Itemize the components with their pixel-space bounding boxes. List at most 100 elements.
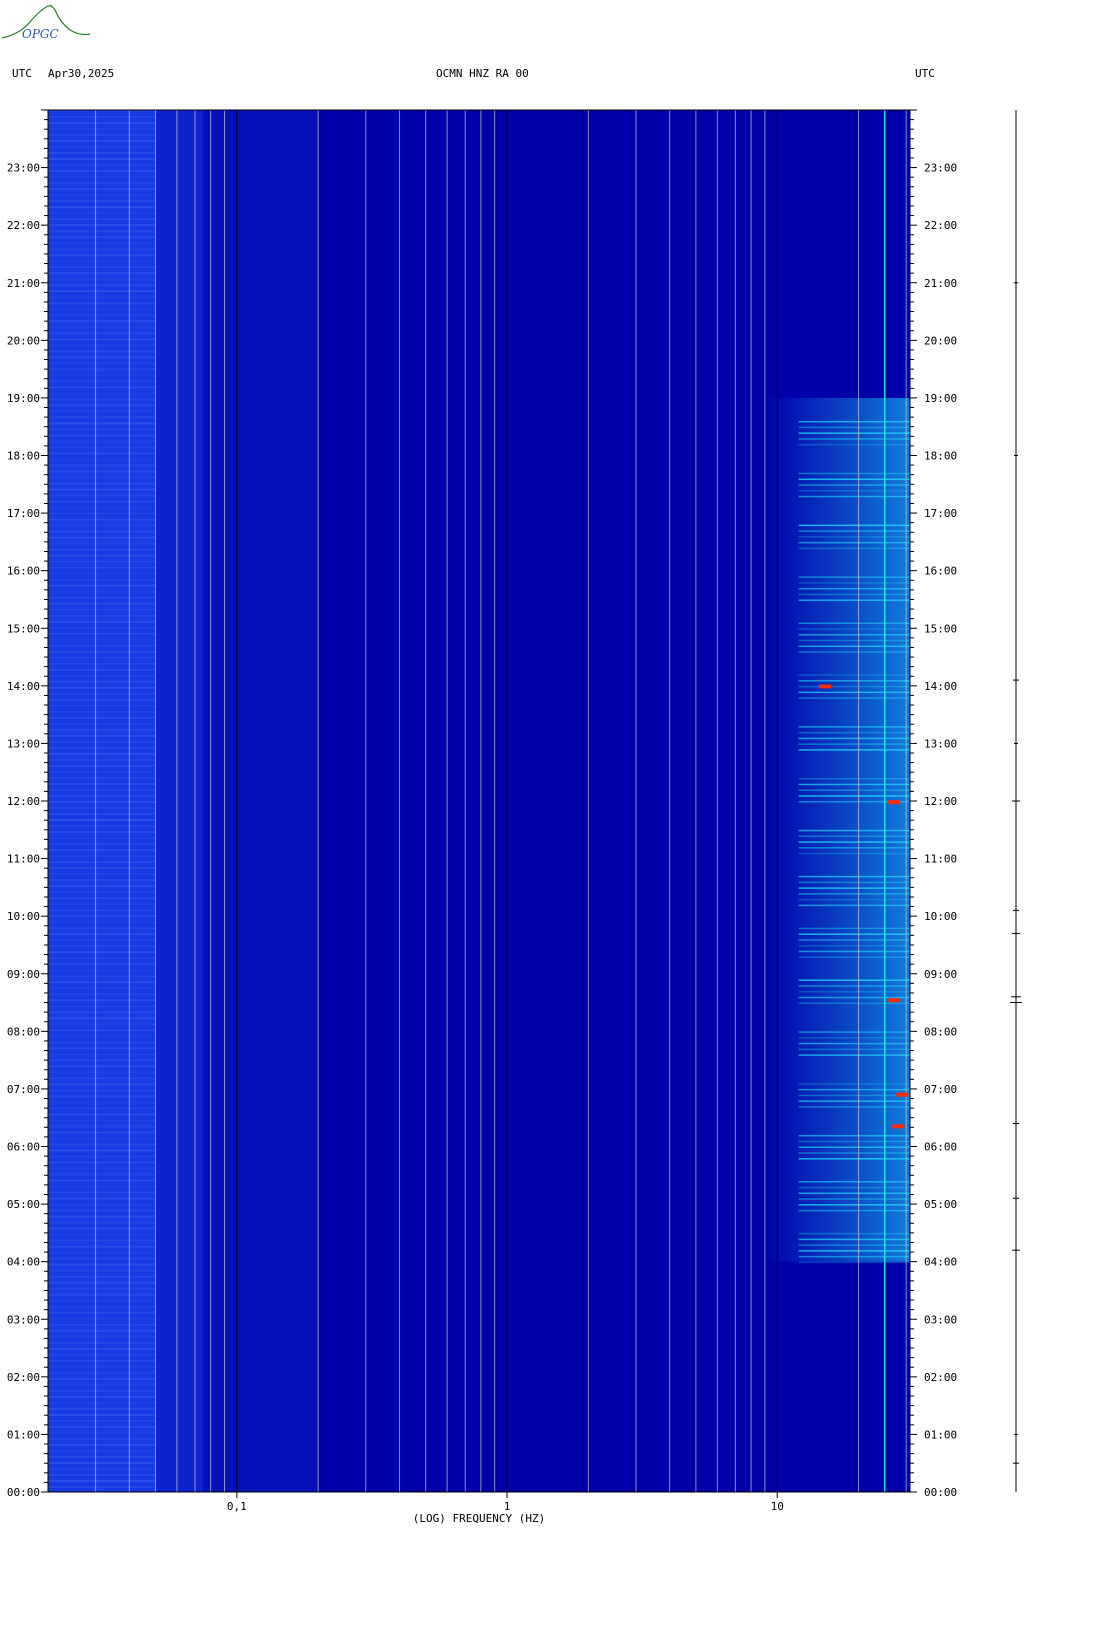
low-band-stripe: [48, 1371, 156, 1374]
high-band-streak: [798, 795, 910, 797]
low-band-stripe: [48, 512, 156, 515]
low-band-stripe: [48, 1377, 156, 1380]
low-band-stripe: [48, 500, 156, 503]
low-band-stripe: [48, 494, 156, 497]
low-band-stripe: [48, 266, 156, 269]
low-band-stripe: [48, 1239, 156, 1242]
y-tick-label-right: 22:00: [924, 219, 957, 232]
low-band-stripe: [48, 825, 156, 828]
low-band-stripe: [48, 1443, 156, 1446]
low-band-stripe: [48, 1449, 156, 1452]
low-band-stripe: [48, 849, 156, 852]
low-band-stripe: [48, 320, 156, 323]
y-tick-label-left: 13:00: [7, 737, 40, 750]
y-tick-label-left: 20:00: [7, 334, 40, 347]
high-band-streak: [798, 1192, 910, 1195]
low-band-stripe: [48, 981, 156, 984]
high-band-streak: [798, 852, 910, 855]
high-band-streak: [798, 1244, 910, 1246]
high-band-streak: [798, 1094, 910, 1097]
low-band-stripe: [48, 1173, 156, 1176]
header-station: OCMN HNZ RA 00: [436, 67, 529, 80]
high-band-streak: [798, 1204, 910, 1206]
opgc-logo: OPGC: [1, 5, 91, 41]
high-band-streak: [798, 478, 910, 481]
low-band-stripe: [48, 638, 156, 641]
low-band-stripe: [48, 897, 156, 900]
low-band-stripe: [48, 999, 156, 1002]
low-band-stripe: [48, 801, 156, 803]
low-band-stripe: [48, 452, 156, 455]
low-band-stripe: [48, 650, 156, 653]
high-band-streak: [798, 1255, 910, 1258]
high-band-streak: [798, 991, 910, 993]
low-band-stripe: [48, 626, 156, 629]
low-band-stripe: [48, 506, 156, 509]
high-band-streak: [798, 1152, 910, 1154]
low-band-stripe: [48, 440, 156, 443]
low-band-stripe: [48, 206, 156, 209]
high-band-streak: [798, 1002, 910, 1005]
low-band-stripe: [48, 350, 156, 353]
header-left-timezone: UTC: [12, 67, 32, 80]
low-band-stripe: [48, 1053, 156, 1056]
hot-spot: [887, 800, 900, 805]
low-band-stripe: [48, 1011, 156, 1014]
high-band-streak: [798, 726, 910, 728]
high-band-streak: [798, 956, 910, 958]
x-axis-label: (LOG) FREQUENCY (HZ): [413, 1512, 545, 1525]
low-band-stripe: [48, 1347, 156, 1350]
high-band-streak: [798, 933, 910, 935]
low-band-stripe: [48, 1215, 156, 1218]
low-band-stripe: [48, 1359, 156, 1362]
low-band-stripe: [48, 374, 156, 377]
high-band-streak: [798, 680, 910, 682]
y-tick-label-right: 01:00: [924, 1428, 957, 1441]
y-axis-right: 23:00 22:00 21:00 20:00 19:00 18:00 17:00 16:00…: [910, 109, 957, 1499]
low-band-stripe: [48, 590, 156, 593]
low-band-stripe: [48, 1209, 156, 1212]
low-band-stripe: [48, 1161, 156, 1164]
low-band-stripe: [48, 879, 156, 882]
y-tick-label-right: 19:00: [924, 392, 957, 405]
high-band-streak: [798, 847, 910, 849]
high-band-streak: [798, 426, 910, 429]
low-band-stripe: [48, 578, 156, 581]
low-band-stripe: [48, 248, 156, 251]
low-band-stripe: [48, 758, 156, 761]
low-band-stripe: [48, 656, 156, 659]
low-band-stripe: [48, 1047, 156, 1050]
low-band-stripe: [48, 933, 156, 936]
high-band-streak: [798, 1054, 910, 1056]
low-band-stripe: [48, 386, 156, 389]
low-band-stripe: [48, 837, 156, 840]
low-band-stripe: [48, 969, 156, 972]
low-band-stripe: [48, 1389, 156, 1392]
low-band-stripe: [48, 1383, 156, 1386]
low-band-stripe: [48, 1005, 156, 1008]
y-tick-label-right: 17:00: [924, 507, 957, 520]
low-band-stripe: [48, 782, 156, 785]
y-tick-label-left: 15:00: [7, 622, 40, 635]
high-band-streak: [798, 1031, 910, 1033]
y-tick-label-left: 04:00: [7, 1256, 40, 1269]
low-band-stripe: [48, 476, 156, 479]
high-band-streak: [798, 887, 910, 889]
high-band-streak: [798, 576, 910, 578]
low-band-stripe: [48, 458, 156, 461]
low-band-stripe: [48, 644, 156, 647]
low-band-stripe: [48, 242, 156, 245]
low-band-stripe: [48, 1113, 156, 1116]
low-band-stripe: [48, 716, 156, 719]
low-band-stripe: [48, 572, 156, 575]
high-band-streak: [798, 777, 910, 780]
low-band-stripe: [48, 662, 156, 665]
low-band-stripe: [48, 867, 156, 870]
low-band-stripe: [48, 945, 156, 948]
high-band-streak: [798, 1088, 910, 1091]
low-band-stripe: [48, 164, 156, 167]
low-band-stripe: [48, 356, 156, 359]
x-tick-label: 1: [504, 1500, 511, 1513]
low-band-stripe: [48, 861, 156, 864]
low-band-stripe: [48, 410, 156, 413]
